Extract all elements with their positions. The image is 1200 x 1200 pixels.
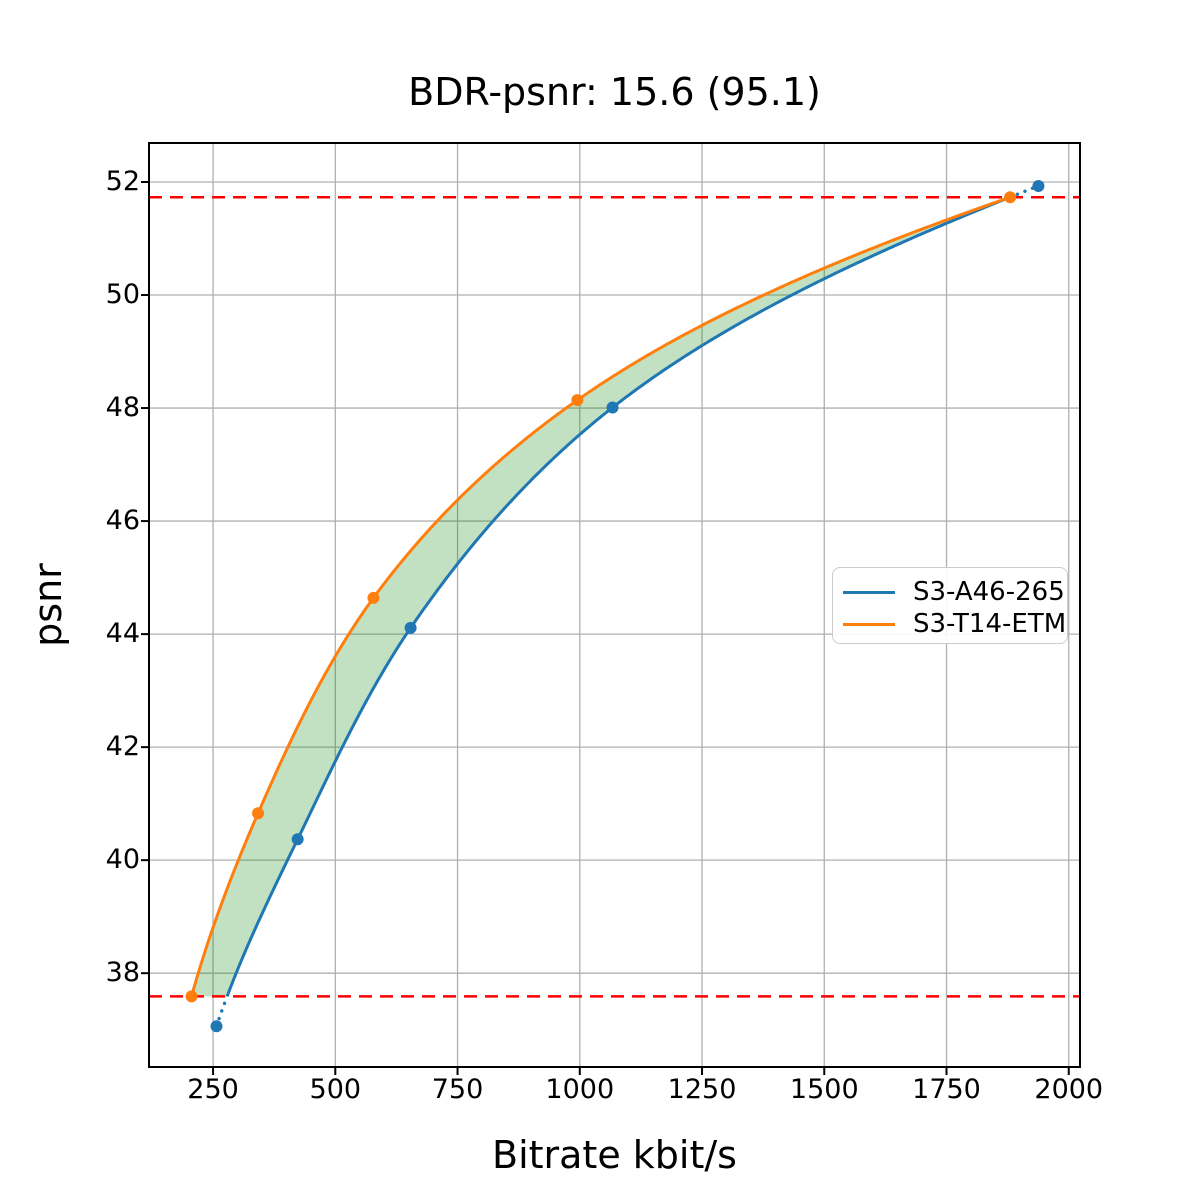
legend: S3-A46-265 S3-T14-ETM	[832, 567, 1068, 644]
y-tick-label: 38	[105, 957, 140, 989]
x-tick-label: 1000	[545, 1074, 615, 1105]
curve-S3-A46-265	[225, 195, 1011, 997]
chart-title: BDR-psnr: 15.6 (95.1)	[408, 70, 821, 114]
curve-S3-T14-ETM	[190, 195, 1011, 997]
y-tick-label: 44	[105, 618, 140, 650]
data-point-S3-T14-ETM	[1004, 191, 1017, 204]
data-point-S3-A46-265	[606, 401, 619, 414]
legend-line-sample	[843, 622, 895, 626]
data-point-S3-T14-ETM	[185, 990, 198, 1003]
x-tick-label: 1500	[789, 1074, 859, 1105]
y-tick-label: 42	[105, 731, 140, 763]
y-tick-label: 40	[105, 844, 140, 876]
x-tick-label: 250	[187, 1074, 239, 1105]
legend-line-sample	[843, 590, 895, 594]
data-point-S3-A46-265	[404, 621, 417, 634]
data-point-S3-T14-ETM	[571, 394, 584, 407]
legend-item: S3-A46-265	[843, 577, 1067, 607]
data-point-S3-T14-ETM	[252, 807, 265, 820]
data-point-S3-A46-265	[210, 1020, 223, 1033]
x-tick-label: 2000	[1034, 1074, 1104, 1105]
axes-spines	[148, 142, 1081, 1068]
data-point-S3-A46-265	[1032, 179, 1045, 192]
curve-dotted-S3-A46-265	[214, 994, 229, 1029]
y-tick-label: 48	[105, 392, 140, 424]
x-tick-label: 1250	[667, 1074, 737, 1105]
legend-item: S3-T14-ETM	[843, 609, 1067, 639]
y-tick-label: 52	[105, 165, 140, 197]
legend-label: S3-T14-ETM	[913, 609, 1067, 639]
legend-label: S3-A46-265	[913, 577, 1065, 607]
x-tick-label: 750	[431, 1074, 484, 1105]
y-tick-label: 50	[105, 279, 140, 311]
y-tick-label: 46	[105, 505, 140, 537]
data-point-S3-T14-ETM	[367, 591, 380, 604]
data-point-S3-A46-265	[291, 833, 304, 846]
x-tick-label: 1750	[912, 1074, 981, 1105]
x-axis-label: Bitrate kbit/s	[492, 1133, 737, 1177]
x-tick-label: 500	[309, 1074, 362, 1105]
